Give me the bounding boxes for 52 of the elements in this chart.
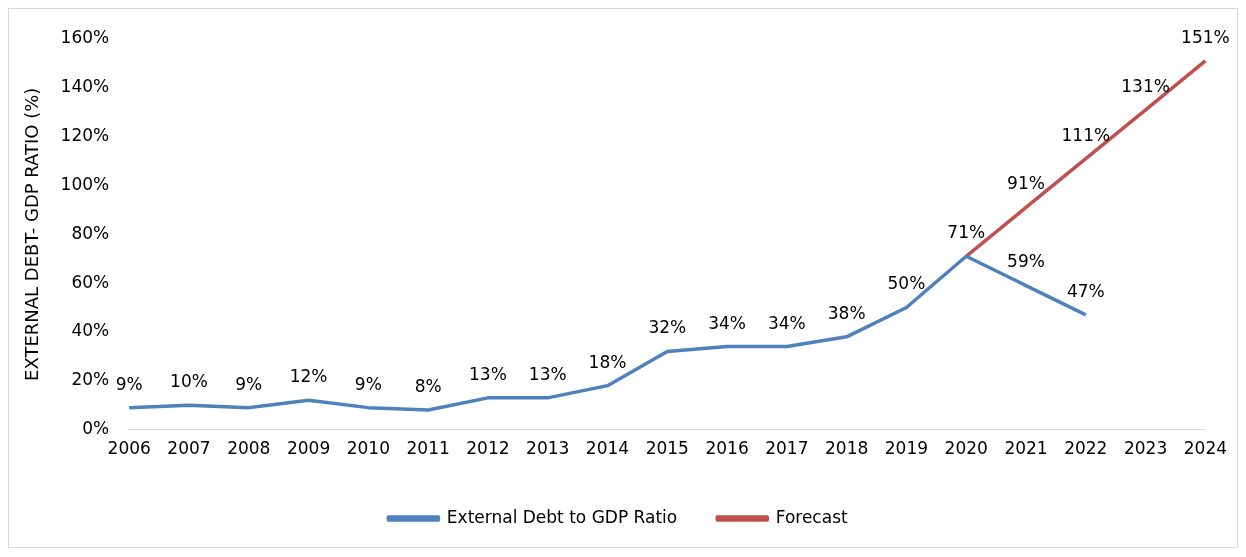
y-tick-label: 140% bbox=[60, 76, 110, 97]
data-label: 38% bbox=[827, 302, 866, 323]
data-label: 111% bbox=[1061, 124, 1111, 145]
x-tick-label: 2020 bbox=[944, 438, 988, 459]
data-label: 131% bbox=[1121, 75, 1170, 96]
data-label: 13% bbox=[528, 363, 567, 384]
y-tick-label: 120% bbox=[60, 125, 110, 146]
x-tick-label: 2009 bbox=[286, 438, 331, 459]
x-tick-label: 2015 bbox=[645, 438, 689, 459]
data-label: 151% bbox=[1181, 26, 1230, 47]
x-tick-label: 2011 bbox=[406, 438, 450, 459]
legend-label: Forecast bbox=[775, 506, 848, 527]
y-tick-label: 0% bbox=[82, 418, 110, 439]
x-tick-label: 2007 bbox=[167, 438, 211, 459]
x-tick-label: 2006 bbox=[107, 438, 151, 459]
x-tick-label: 2018 bbox=[825, 438, 869, 459]
data-label: 9% bbox=[354, 373, 382, 394]
legend-label: External Debt to GDP Ratio bbox=[446, 506, 678, 527]
x-tick-label: 2014 bbox=[585, 438, 630, 459]
x-tick-label: 2024 bbox=[1183, 438, 1227, 459]
data-label: 12% bbox=[289, 366, 328, 387]
data-label: 50% bbox=[887, 273, 926, 294]
data-label: 9% bbox=[235, 373, 263, 394]
data-label: 71% bbox=[947, 222, 986, 243]
data-label: 34% bbox=[708, 312, 746, 333]
data-label: 10% bbox=[170, 371, 208, 392]
data-label: 13% bbox=[469, 363, 507, 384]
y-axis-title: EXTERNAL DEBT- GDP RATIO (%) bbox=[21, 87, 43, 381]
x-tick-label: 2008 bbox=[227, 438, 271, 459]
x-tick-label: 2016 bbox=[705, 438, 749, 459]
x-tick-label: 2013 bbox=[526, 438, 570, 459]
x-tick-label: 2022 bbox=[1064, 438, 1108, 459]
y-tick-label: 40% bbox=[71, 320, 110, 341]
y-tick-label: 80% bbox=[71, 222, 110, 243]
x-tick-label: 2023 bbox=[1123, 438, 1168, 459]
data-label: 32% bbox=[648, 317, 687, 338]
x-tick-label: 2010 bbox=[346, 438, 390, 459]
y-tick-label: 160% bbox=[60, 27, 110, 48]
data-label: 34% bbox=[767, 312, 806, 333]
data-label: 47% bbox=[1066, 280, 1105, 301]
data-label: 59% bbox=[1007, 251, 1045, 272]
x-tick-label: 2021 bbox=[1004, 438, 1048, 459]
y-tick-label: 100% bbox=[60, 173, 110, 194]
x-tick-label: 2017 bbox=[765, 438, 809, 459]
y-tick-label: 20% bbox=[71, 369, 110, 390]
y-tick-label: 60% bbox=[71, 271, 110, 292]
x-tick-label: 2019 bbox=[884, 438, 929, 459]
x-tick-label: 2012 bbox=[466, 438, 510, 459]
data-label: 18% bbox=[588, 351, 627, 372]
data-label: 8% bbox=[414, 375, 442, 396]
data-label: 91% bbox=[1007, 173, 1045, 194]
data-label: 9% bbox=[115, 373, 143, 394]
